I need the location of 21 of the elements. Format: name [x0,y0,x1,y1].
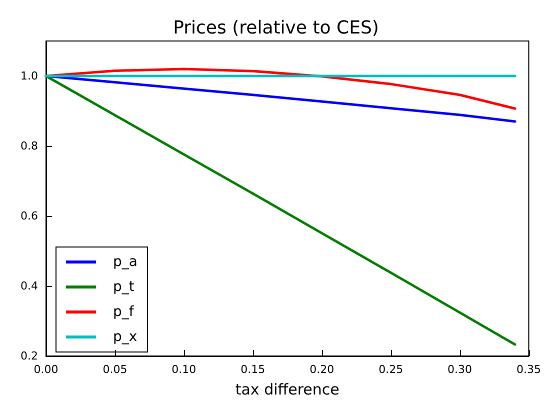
y-tick-label: 0.6 [20,210,38,222]
y-tick-label: 0.8 [20,140,38,152]
legend-label: p_f [113,304,135,320]
y-tick-label: 0.2 [20,350,38,362]
y-tick-label: 1.0 [20,70,38,82]
x-tick-label: 0.20 [310,363,334,376]
x-tick-label: 0.25 [378,363,404,376]
line-series [44,68,516,110]
legend-label: p_t [113,279,135,295]
line-series [44,74,516,346]
x-tick-label: 0.10 [172,363,196,376]
chart-title: Prices (relative to CES) [173,18,379,38]
x-tick-label: 0.35 [516,363,542,376]
x-tick-label: 0.05 [102,363,128,376]
x-tick-label: 0.00 [34,363,58,376]
legend-label: p_a [113,254,138,270]
x-tick-label: 0.15 [240,363,266,376]
x-axis-title: tax difference [235,380,340,398]
x-tick-label: 0.30 [448,363,472,376]
legend-label: p_x [113,329,138,345]
y-tick-label: 0.4 [20,280,38,292]
